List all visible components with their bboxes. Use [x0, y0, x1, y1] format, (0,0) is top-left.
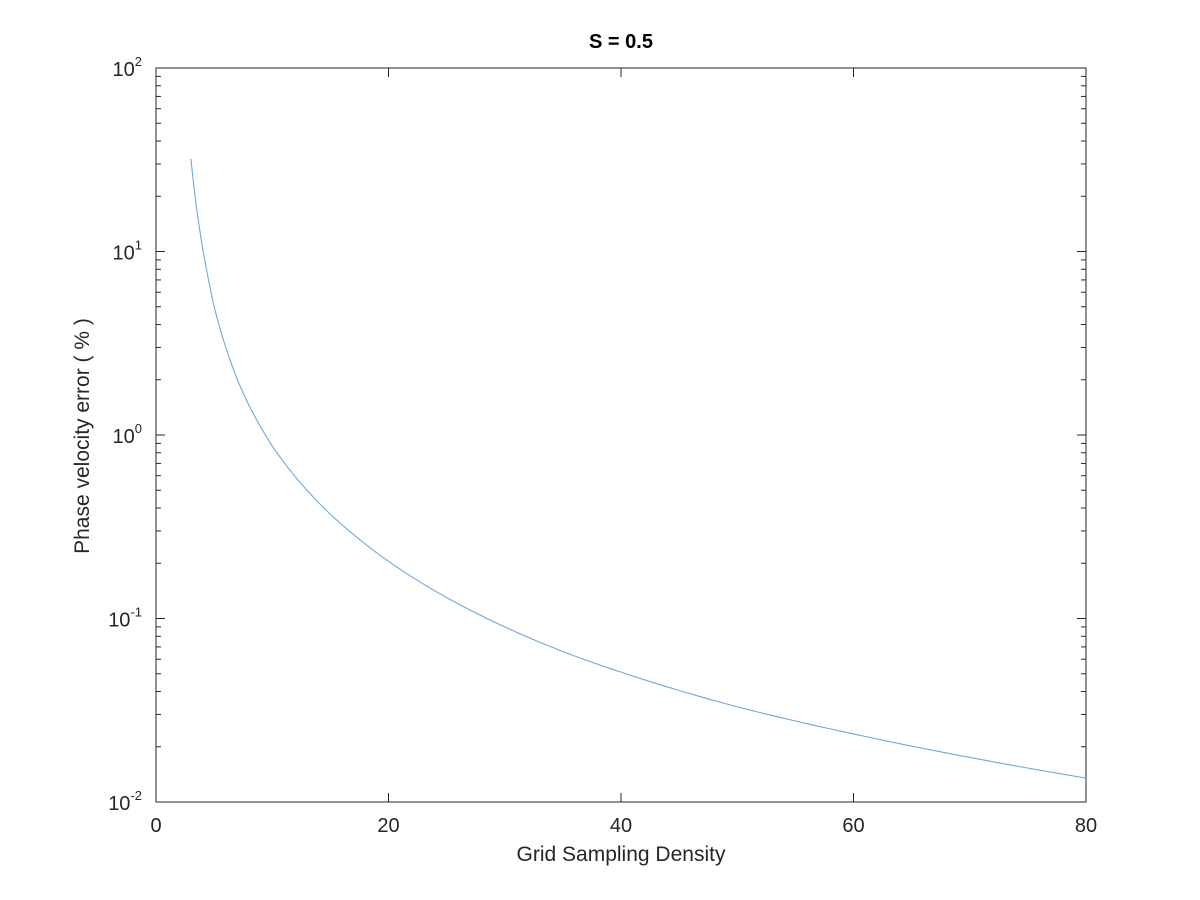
y-tick-label: 10-2: [108, 788, 142, 815]
x-tick-label: 40: [610, 815, 632, 837]
y-tick-label-base: 10: [113, 426, 135, 448]
y-tick-label-base: 10: [108, 610, 130, 632]
y-tick-label-exponent: -1: [130, 605, 142, 620]
y-tick-label-base: 10: [113, 59, 135, 81]
y-tick-label-exponent: 0: [135, 421, 142, 436]
y-tick-label-exponent: 2: [135, 54, 142, 69]
x-tick-label: 0: [150, 815, 161, 837]
y-tick-label: 10-1: [108, 605, 142, 632]
y-tick-label: 101: [113, 238, 142, 265]
y-tick-label-base: 10: [113, 243, 135, 265]
y-tick-label-exponent: -2: [130, 788, 142, 803]
y-tick-label: 102: [113, 54, 142, 81]
y-tick-label: 100: [113, 421, 142, 448]
y-axis-label: Phase velocity error ( % ): [71, 318, 94, 554]
x-tick-label: 60: [842, 815, 864, 837]
chart-title: S = 0.5: [589, 31, 653, 53]
series-line: [190, 158, 1087, 779]
x-tick-label: 80: [1075, 815, 1097, 837]
y-tick-label-base: 10: [108, 793, 130, 815]
x-tick-label: 20: [377, 815, 399, 837]
y-tick-label-exponent: 1: [135, 238, 142, 253]
x-axis-label: Grid Sampling Density: [517, 843, 726, 866]
